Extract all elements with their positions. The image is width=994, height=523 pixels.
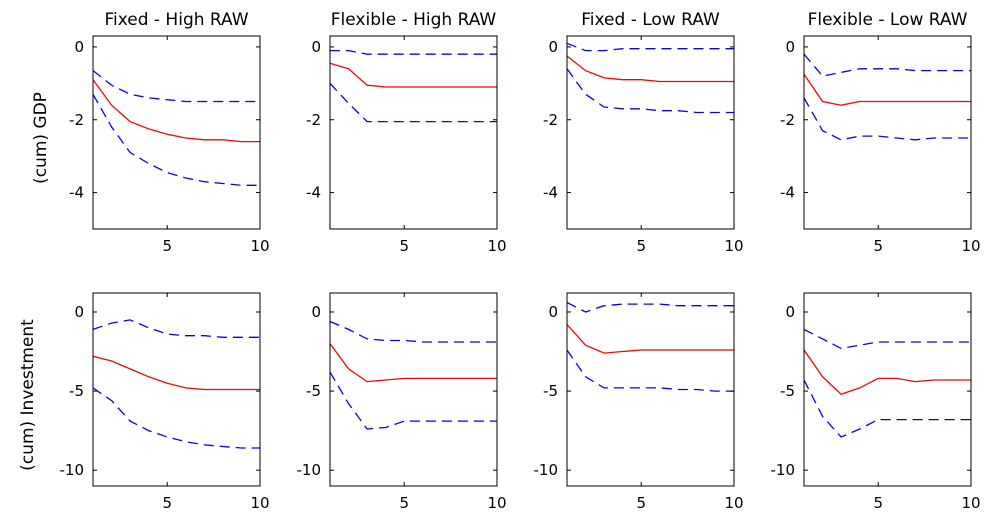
series-line-lower-band bbox=[566, 68, 734, 114]
panel-title: Flexible - High RAW bbox=[331, 10, 497, 30]
y-tick-label: -5 bbox=[306, 382, 321, 400]
x-tick-label: 10 bbox=[961, 237, 980, 255]
y-tick-label: -4 bbox=[543, 184, 558, 202]
axes-box bbox=[329, 292, 498, 487]
x-tick-label: 5 bbox=[162, 237, 172, 255]
axes-box bbox=[803, 292, 972, 487]
axes-box bbox=[92, 35, 261, 230]
y-tick-label: -10 bbox=[771, 461, 796, 479]
series-line-median bbox=[329, 62, 497, 88]
x-tick-label: 5 bbox=[636, 237, 646, 255]
chart-panel-7: 5 10 0 -5 -10 bbox=[534, 292, 744, 512]
y-tick-label: -10 bbox=[534, 461, 559, 479]
series-line-upper-band bbox=[330, 49, 497, 55]
series-line-lower-band bbox=[329, 371, 497, 430]
x-tick-label: 10 bbox=[487, 494, 506, 512]
chart-panel-8: 5 10 0 -5 -10 bbox=[771, 292, 981, 512]
y-tick-label: -2 bbox=[306, 111, 321, 129]
x-tick-label: 10 bbox=[724, 237, 743, 255]
axes-box bbox=[566, 35, 735, 230]
x-tick-label: 10 bbox=[724, 494, 743, 512]
axes-box bbox=[92, 292, 261, 487]
series-line-median bbox=[329, 343, 497, 383]
chart-panel-2: Flexible - High RAW 5 10 0 -2 -4 bbox=[306, 10, 507, 255]
y-tick-label: -5 bbox=[543, 382, 558, 400]
y-tick-label: -2 bbox=[780, 111, 795, 129]
axes-box bbox=[803, 35, 972, 230]
row-label-gdp: (cum) GDP bbox=[31, 92, 51, 184]
y-tick-label: 0 bbox=[785, 38, 795, 56]
x-tick-label: 5 bbox=[399, 494, 409, 512]
y-tick-label: 0 bbox=[74, 38, 84, 56]
y-tick-label: -4 bbox=[780, 184, 795, 202]
series-line-upper-band bbox=[92, 319, 260, 338]
series-line-upper-band bbox=[566, 42, 734, 52]
y-tick-label: 0 bbox=[311, 38, 321, 56]
x-tick-label: 10 bbox=[250, 237, 269, 255]
x-tick-label: 5 bbox=[873, 237, 883, 255]
chart-panel-4: Flexible - Low RAW 5 10 0 -2 -4 bbox=[780, 10, 981, 255]
y-tick-label: 0 bbox=[785, 303, 795, 321]
series-line-upper-band bbox=[803, 328, 971, 350]
series-line-median bbox=[803, 349, 971, 395]
y-tick-label: 0 bbox=[74, 303, 84, 321]
y-tick-label: -4 bbox=[69, 184, 84, 202]
series-line-lower-band bbox=[92, 93, 260, 186]
x-tick-label: 10 bbox=[961, 494, 980, 512]
chart-panel-5: 5 10 0 -5 -10 bbox=[60, 292, 270, 512]
x-tick-label: 5 bbox=[399, 237, 409, 255]
x-tick-label: 5 bbox=[873, 494, 883, 512]
series-line-median bbox=[92, 79, 260, 143]
y-tick-label: -10 bbox=[60, 461, 85, 479]
y-tick-label: -10 bbox=[297, 461, 322, 479]
x-tick-label: 5 bbox=[162, 494, 172, 512]
y-tick-label: -2 bbox=[69, 111, 84, 129]
y-tick-label: -5 bbox=[780, 382, 795, 400]
series-line-lower-band bbox=[329, 82, 497, 123]
x-tick-label: 10 bbox=[250, 494, 269, 512]
y-tick-label: -5 bbox=[69, 382, 84, 400]
y-tick-label: -2 bbox=[543, 111, 558, 129]
axes-box bbox=[329, 35, 498, 230]
axes-box bbox=[566, 292, 735, 487]
series-line-lower-band bbox=[803, 97, 971, 141]
chart-panel-6: 5 10 0 -5 -10 bbox=[297, 292, 507, 512]
series-line-upper-band bbox=[803, 53, 971, 77]
series-line-median bbox=[803, 73, 971, 106]
series-line-median bbox=[566, 324, 734, 354]
series-line-upper-band bbox=[329, 320, 497, 343]
row-label-investment: (cum) Investment bbox=[18, 319, 38, 471]
y-tick-label: 0 bbox=[548, 303, 558, 321]
chart-panel-1: Fixed - High RAW 5 10 0 -2 -4 bbox=[69, 10, 270, 255]
y-tick-label: -4 bbox=[306, 184, 321, 202]
panel-title: Flexible - Low RAW bbox=[808, 10, 968, 30]
x-tick-label: 5 bbox=[636, 494, 646, 512]
series-line-upper-band bbox=[566, 301, 734, 313]
panel-title: Fixed - High RAW bbox=[104, 10, 248, 30]
y-tick-label: 0 bbox=[548, 38, 558, 56]
chart-panel-3: Fixed - Low RAW 5 10 0 -2 -4 bbox=[543, 10, 744, 255]
y-tick-label: 0 bbox=[311, 303, 321, 321]
series-line-median bbox=[566, 55, 734, 83]
series-line-lower-band bbox=[803, 379, 971, 438]
series-line-median bbox=[92, 355, 260, 391]
series-line-lower-band bbox=[92, 387, 260, 449]
series-line-upper-band bbox=[92, 70, 260, 103]
x-tick-label: 10 bbox=[487, 237, 506, 255]
panel-title: Fixed - Low RAW bbox=[581, 10, 720, 30]
series-line-lower-band bbox=[566, 349, 734, 392]
